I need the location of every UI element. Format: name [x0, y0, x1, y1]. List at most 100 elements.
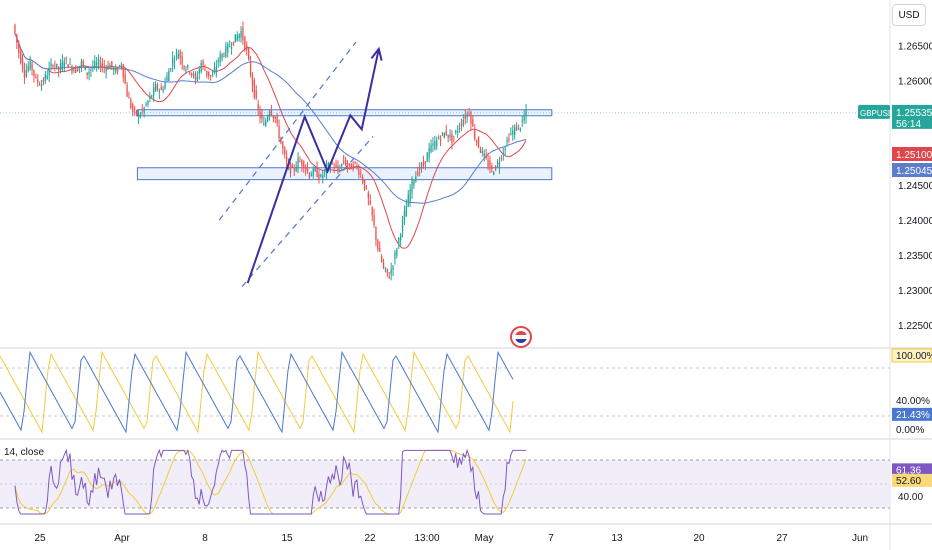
candle-body	[386, 268, 389, 273]
candle-body	[135, 110, 138, 115]
candle-body	[460, 123, 463, 126]
candle-body	[487, 159, 489, 167]
candle-body	[369, 200, 371, 205]
price-tick-label: 1.23500	[898, 251, 932, 262]
candle-body	[443, 133, 446, 139]
candle-body	[500, 158, 503, 160]
candle-body	[491, 166, 493, 170]
time-tick-label: 25	[34, 533, 46, 544]
candle-body	[411, 177, 413, 193]
time-tick-label: 22	[364, 533, 376, 544]
us-flag-icon[interactable]	[510, 326, 532, 348]
candle-body	[367, 192, 370, 199]
candle-body	[323, 169, 326, 173]
candle-body	[515, 127, 518, 131]
candle-body	[276, 115, 278, 124]
ma-slow-badge: 1.25045	[896, 166, 932, 177]
candle-body	[259, 111, 261, 119]
ma-fast-badge: 1.25100	[896, 150, 932, 161]
projection-arrow-head	[370, 46, 383, 61]
candle-body	[228, 46, 231, 48]
time-tick-label: 13:00	[414, 533, 439, 544]
candle-body	[455, 130, 457, 133]
candle-body	[474, 130, 476, 139]
candle-body	[192, 74, 195, 76]
candle-body	[361, 176, 364, 183]
candle-body	[236, 35, 238, 41]
candle-body	[489, 160, 491, 170]
candle-body	[80, 60, 83, 66]
candle-body	[107, 65, 109, 69]
candle-body	[363, 179, 366, 190]
candle-body	[320, 174, 322, 177]
candle-body	[308, 172, 311, 178]
zones-layer[interactable]	[136, 109, 553, 181]
candle-body	[481, 150, 484, 153]
candle-body	[371, 206, 373, 216]
candle-body	[67, 64, 69, 68]
candle-body	[223, 55, 225, 57]
time-tick-label: 8	[202, 533, 208, 544]
drawings-layer[interactable]	[218, 41, 383, 287]
candle-body	[517, 125, 520, 127]
time-tick-label: Jun	[852, 533, 868, 544]
candle-body	[339, 170, 341, 172]
candle-body	[40, 84, 43, 87]
last-price-badge-bg	[892, 104, 932, 129]
candle-body	[468, 114, 470, 116]
candle-body	[29, 58, 31, 70]
candle-body	[242, 27, 244, 41]
candle-body	[388, 276, 390, 279]
candle-body	[244, 36, 246, 50]
support-resistance-zone	[136, 109, 553, 117]
candle-body	[249, 61, 252, 76]
candle-body	[54, 65, 56, 67]
rsi-badge-bg	[892, 463, 932, 477]
candle-body	[318, 174, 320, 180]
candle-body	[227, 44, 229, 53]
candle-body	[439, 139, 442, 141]
channel-line	[218, 41, 357, 221]
candle-body	[181, 56, 183, 65]
candle-body	[417, 171, 419, 176]
candle-body	[394, 252, 396, 259]
currency-button[interactable]: USD	[892, 4, 926, 26]
countdown-badge: 56:14	[896, 119, 921, 130]
candle-body	[331, 162, 333, 164]
candle-body	[483, 153, 485, 157]
candle-body	[109, 64, 111, 69]
candle-body	[139, 114, 142, 118]
candle-body	[466, 113, 468, 118]
candle-body	[477, 137, 480, 148]
candle-body	[152, 87, 155, 96]
stoch-d-badge-bg	[891, 348, 932, 363]
candle-body	[215, 66, 218, 73]
support-resistance-zone	[136, 167, 553, 181]
candle-body	[209, 75, 212, 77]
price-tick-label: 1.23000	[898, 286, 932, 297]
candle-body	[38, 84, 41, 86]
channel-line	[241, 135, 374, 287]
candle-body	[405, 206, 408, 217]
candle-body	[304, 167, 307, 170]
candle-body	[432, 143, 434, 146]
candle-body	[458, 128, 461, 130]
candle-body	[523, 116, 525, 121]
candle-body	[164, 81, 166, 89]
candle-body	[154, 84, 157, 92]
candle-body	[380, 255, 383, 262]
candle-body	[132, 104, 134, 112]
candle-body	[493, 172, 495, 175]
candle-body	[462, 119, 465, 126]
rsi-panel	[0, 448, 890, 515]
candle-body	[158, 90, 161, 93]
candle-body	[160, 87, 162, 90]
candle-body	[274, 116, 276, 119]
rsi-tick-label: 40.00	[898, 492, 923, 503]
candle-body	[426, 152, 428, 162]
candle-body	[120, 65, 123, 67]
candles-layer	[14, 21, 527, 281]
candle-body	[179, 51, 181, 59]
candle-body	[356, 166, 358, 168]
